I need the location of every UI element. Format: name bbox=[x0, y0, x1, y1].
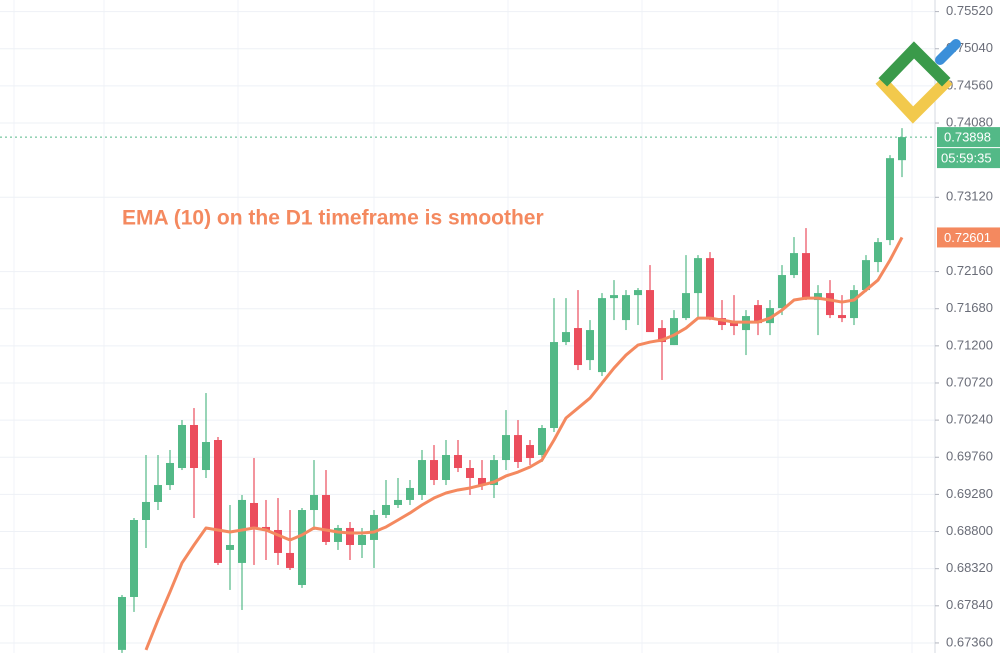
candle-body bbox=[382, 504, 390, 515]
candle-body bbox=[814, 293, 822, 301]
candle-body bbox=[802, 253, 810, 299]
candle-body bbox=[346, 527, 354, 545]
last-price-box bbox=[937, 127, 1000, 148]
ema-line bbox=[144, 236, 904, 651]
candle-body bbox=[202, 442, 210, 471]
ema-price-box bbox=[937, 227, 1000, 248]
candle-body bbox=[682, 293, 690, 319]
candle-body bbox=[454, 455, 462, 469]
candle-body bbox=[190, 424, 198, 469]
candle-body bbox=[826, 293, 834, 316]
candle-body bbox=[178, 424, 186, 469]
candle-body bbox=[670, 318, 678, 346]
candle-body bbox=[874, 242, 882, 263]
candle-body bbox=[298, 510, 306, 585]
candle-body bbox=[502, 435, 510, 461]
candle-body bbox=[850, 290, 858, 319]
candle-body bbox=[862, 260, 870, 291]
y-tick-label: 0.68800 bbox=[946, 523, 993, 538]
y-tick-label: 0.74560 bbox=[946, 77, 993, 92]
y-tick-label: 0.69760 bbox=[946, 449, 993, 464]
candle-body bbox=[274, 529, 282, 553]
candle-body bbox=[658, 328, 666, 343]
candle-body bbox=[250, 502, 258, 527]
candle-body bbox=[490, 460, 498, 486]
y-tick-label: 0.71680 bbox=[946, 300, 993, 315]
candle-body bbox=[442, 455, 450, 481]
logo-blue bbox=[935, 39, 961, 65]
candle-body bbox=[730, 322, 738, 327]
candle-body bbox=[526, 445, 534, 459]
candle-body bbox=[598, 298, 606, 373]
y-tick-label: 0.72160 bbox=[946, 263, 993, 278]
candle-body bbox=[322, 495, 330, 542]
candle-body bbox=[622, 295, 630, 321]
candle-body bbox=[562, 332, 570, 343]
y-tick-label: 0.71200 bbox=[946, 337, 993, 352]
candle-body bbox=[898, 137, 906, 161]
candle-body bbox=[574, 328, 582, 366]
candle-body bbox=[370, 514, 378, 540]
countdown-box bbox=[937, 148, 1000, 169]
grid bbox=[0, 11, 935, 644]
candle-body bbox=[478, 477, 486, 486]
candle-body bbox=[214, 440, 222, 563]
y-tick-label: 0.75520 bbox=[946, 3, 993, 18]
y-tick-label: 0.73120 bbox=[946, 189, 993, 204]
candle-body bbox=[586, 330, 594, 361]
candle-body bbox=[130, 520, 138, 597]
candle-body bbox=[310, 495, 318, 511]
candle-body bbox=[706, 258, 714, 319]
annotation: EMA (10) on the D1 timeframe is smoother bbox=[122, 207, 544, 230]
y-tick-label: 0.67360 bbox=[946, 634, 993, 649]
plot bbox=[0, 128, 935, 653]
candle-body bbox=[886, 158, 894, 241]
candle-body bbox=[754, 305, 762, 324]
ema-price-label: 0.72601 bbox=[944, 230, 991, 245]
logo-green bbox=[878, 41, 951, 87]
price-axis: 0.67360 0.67840 0.68320 0.68800 0.69280 0.697… bbox=[935, 3, 1000, 649]
candle-body bbox=[166, 462, 174, 486]
y-tick-label: 0.70720 bbox=[946, 374, 993, 389]
candle-body bbox=[358, 535, 366, 545]
candle-body bbox=[418, 460, 426, 496]
candle-body bbox=[766, 308, 774, 324]
candle-body bbox=[550, 342, 558, 429]
candle-body bbox=[430, 460, 438, 481]
y-tick-label: 0.67840 bbox=[946, 597, 993, 612]
y-tick-label: 0.69280 bbox=[946, 486, 993, 501]
candle-body bbox=[334, 527, 342, 542]
candle-body bbox=[394, 499, 402, 505]
candle-body bbox=[154, 485, 162, 502]
candle-body bbox=[538, 428, 546, 456]
candle-body bbox=[406, 487, 414, 500]
candle-body bbox=[790, 253, 798, 276]
last-price-label: 0.73898 bbox=[944, 130, 991, 145]
countdown-label: 05:59:35 bbox=[941, 151, 992, 166]
candle-body bbox=[514, 435, 522, 462]
candle-body bbox=[610, 295, 618, 299]
y-tick-label: 0.74080 bbox=[946, 114, 993, 129]
candle-body bbox=[226, 544, 234, 550]
vertical-grid bbox=[13, 0, 913, 653]
logo-yellow bbox=[875, 75, 953, 124]
y-tick-label: 0.70240 bbox=[946, 412, 993, 427]
candle-body bbox=[778, 275, 786, 309]
candle-body bbox=[694, 258, 702, 294]
candle-body bbox=[646, 290, 654, 333]
candle-body bbox=[118, 596, 126, 650]
candle-body bbox=[142, 501, 150, 521]
candle-body bbox=[838, 315, 846, 319]
y-tick-label: 0.68320 bbox=[946, 560, 993, 575]
logo bbox=[875, 39, 961, 124]
candle-body bbox=[286, 552, 294, 568]
candle-body bbox=[634, 290, 642, 296]
candle-body bbox=[466, 468, 474, 478]
